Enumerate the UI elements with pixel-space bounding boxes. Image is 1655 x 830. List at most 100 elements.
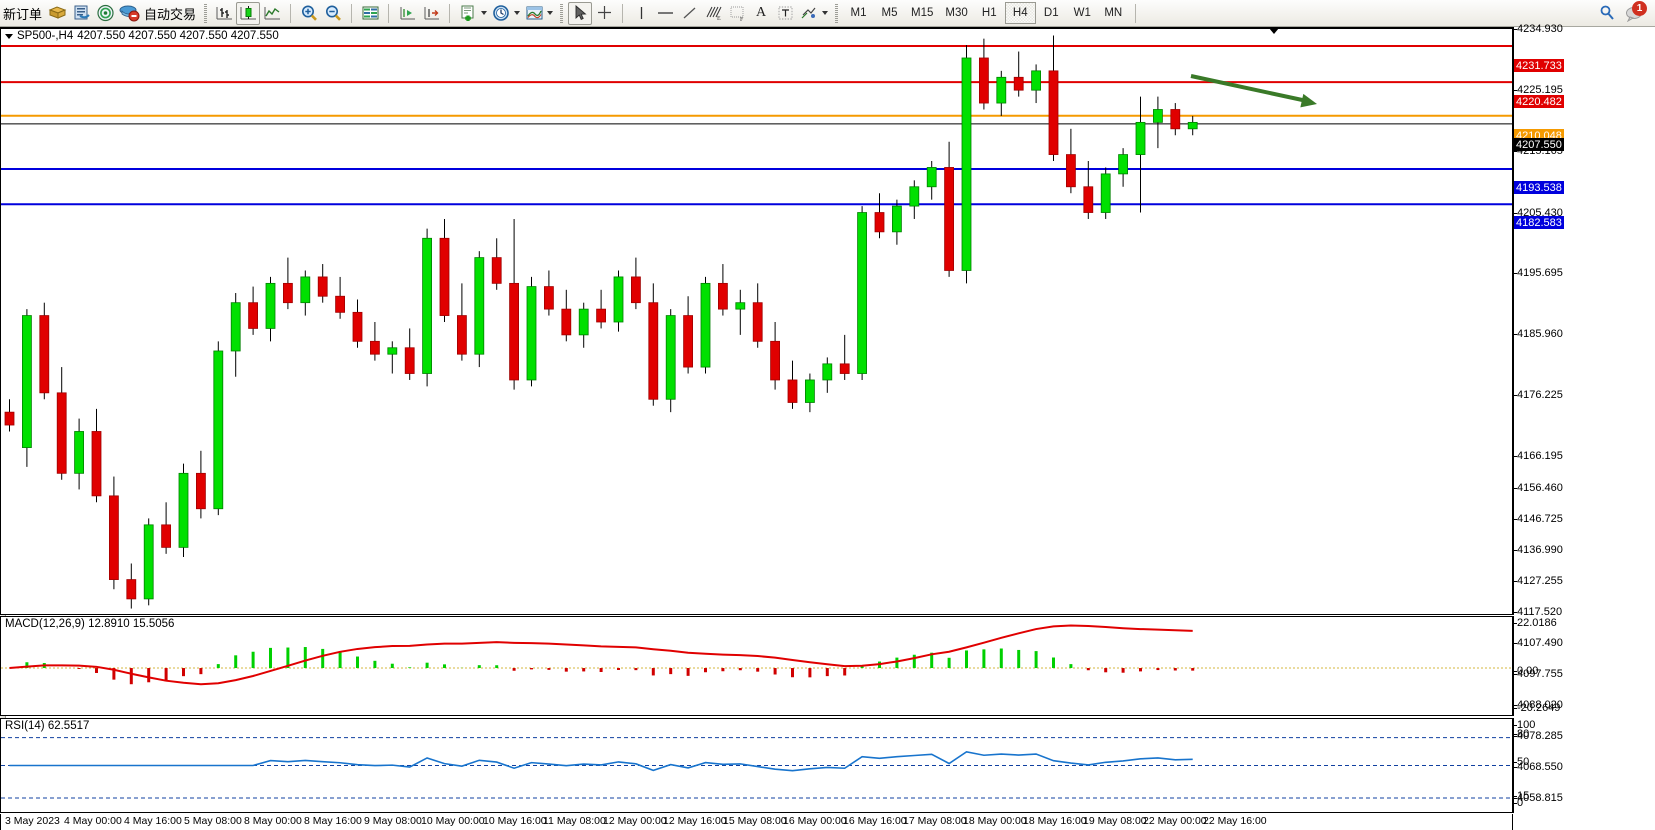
zoom-out-icon[interactable] [321, 2, 345, 25]
time-axis-label: 11 May 08:00 [543, 815, 606, 827]
market-watch-icon[interactable] [69, 2, 93, 25]
time-axis-label: 3 May 2023 [5, 815, 60, 827]
data-window-icon[interactable] [358, 2, 382, 25]
support-line-2-tag[interactable]: 4182.583 [1514, 216, 1564, 229]
chart-container: SP500-,H4 4207.550 4207.550 4207.550 420… [0, 23, 1655, 830]
time-axis-label: 18 May 16:00 [1023, 815, 1087, 827]
chat-bubble-icon[interactable]: 1 [1623, 0, 1647, 25]
rsi-pane[interactable]: RSI(14) 62.5517 [0, 718, 1513, 813]
chevron-down-icon[interactable] [5, 33, 13, 39]
timeframe-m5[interactable]: M5 [881, 7, 898, 19]
cursor-icon[interactable] [568, 1, 593, 25]
toolbar-separator [558, 3, 565, 24]
fibonacci-icon[interactable]: E [701, 2, 725, 25]
charts-book-icon[interactable] [45, 2, 69, 25]
chart-position-marker [1269, 29, 1279, 34]
timeframe-group: M1 M5 M15 M30 H1 H4 D1 W1 MN [843, 2, 1129, 24]
rsi-axis-tick: 80 [1513, 728, 1530, 740]
chart-ohlc-label: 4207.550 4207.550 4207.550 4207.550 [77, 30, 279, 42]
price-axis-tick: 4225.195 [1514, 84, 1563, 96]
main-toolbar: 新订单 自动交易 [0, 0, 1655, 27]
timeframe-m15[interactable]: M15 [911, 7, 934, 19]
time-axis-label: 10 May 00:00 [421, 815, 485, 827]
timeframe-d1[interactable]: D1 [1043, 7, 1059, 19]
price-axis-tick: 4088.020 [1514, 699, 1563, 711]
price-axis[interactable]: 4234.930 4225.195 4215.165 4205.430 4195.695… [1513, 23, 1655, 804]
add-indicator-dropdown-arrow[interactable] [481, 11, 488, 15]
candlestick-chart-icon[interactable] [236, 1, 261, 25]
rsi-axis-tick: 100 [1513, 719, 1536, 731]
objects-dropdown-arrow[interactable] [822, 11, 829, 15]
signals-icon[interactable] [93, 2, 117, 25]
price-axis-tick: 4136.990 [1514, 544, 1563, 556]
objects-icon[interactable] [797, 2, 821, 25]
price-axis-tick: 4185.960 [1514, 328, 1563, 340]
current-price-tag-tag[interactable]: 4207.550 [1514, 138, 1564, 151]
price-chart-canvas [1, 35, 1512, 609]
rsi-axis-tick: 15 [1513, 790, 1530, 802]
toolbar-separator [348, 3, 355, 24]
price-axis-tick: 4166.195 [1514, 450, 1563, 462]
period-dropdown-arrow[interactable] [514, 11, 521, 15]
time-axis-label: 17 May 08:00 [903, 815, 967, 827]
time-axis-label: 19 May 08:00 [1083, 815, 1147, 827]
timeframe-w1[interactable]: W1 [1073, 7, 1091, 19]
support-line-1-tag[interactable]: 4193.538 [1514, 181, 1564, 194]
time-axis-label: 12 May 00:00 [603, 815, 667, 827]
toolbar-separator [1132, 3, 1139, 24]
price-axis-tick: 4107.490 [1514, 637, 1563, 649]
chart-shift-icon[interactable] [395, 2, 419, 25]
time-axis-label: 22 May 00:00 [1143, 815, 1207, 827]
templates-icon[interactable] [522, 2, 546, 25]
timeframe-mn[interactable]: MN [1104, 7, 1123, 19]
price-axis-tick: 4117.520 [1513, 606, 1563, 618]
crosshair-icon[interactable] [592, 2, 616, 25]
rsi-axis-tick: 50 [1513, 756, 1530, 768]
time-axis-label: 9 May 08:00 [364, 815, 422, 827]
macd-axis-tick: 22.0186 [1514, 617, 1557, 629]
toolbar-separator [833, 3, 840, 24]
timeframe-m30[interactable]: M30 [945, 7, 968, 19]
trend-arrow-annotation [1190, 74, 1317, 108]
time-axis-label: 8 May 16:00 [304, 815, 362, 827]
bar-chart-icon[interactable] [212, 2, 236, 25]
macd-pane[interactable]: MACD(12,26,9) 12.8910 15.5056 [0, 616, 1513, 716]
price-axis-tick: 4078.285 [1514, 730, 1563, 742]
resistance-line-1-tag[interactable]: 4231.733 [1514, 59, 1564, 72]
channel-icon[interactable]: F [725, 2, 749, 25]
time-axis-label: 4 May 16:00 [124, 815, 182, 827]
line-chart-icon[interactable] [260, 2, 284, 25]
macd-axis: 22.0186 0.00 -20.2649 [1513, 616, 1655, 716]
new-order-button[interactable]: 新订单 [0, 1, 45, 25]
period-clock-icon[interactable] [489, 2, 513, 25]
rsi-canvas [1, 737, 1512, 799]
macd-axis-tick: -20.2649 [1513, 702, 1561, 714]
auto-scroll-icon[interactable] [419, 2, 443, 25]
time-axis-label: 16 May 00:00 [783, 815, 847, 827]
trendline-icon[interactable] [677, 2, 701, 25]
templates-dropdown-arrow[interactable] [547, 11, 554, 15]
search-icon[interactable] [1595, 2, 1619, 25]
timeframe-h1[interactable]: H1 [981, 7, 997, 19]
zoom-in-icon[interactable] [297, 2, 321, 25]
price-axis-tick: 4156.460 [1514, 482, 1563, 494]
time-axis: 3 May 2023 4 May 00:00 4 May 16:00 5 May 08… [0, 814, 1513, 830]
price-axis-tick: 4127.255 [1514, 575, 1563, 587]
time-axis-label: 8 May 00:00 [244, 815, 302, 827]
resistance-line-2-tag[interactable]: 4220.482 [1514, 95, 1564, 108]
toolbar-separator [619, 3, 626, 24]
text-icon[interactable]: A [749, 2, 773, 25]
price-chart-pane[interactable]: SP500-,H4 4207.550 4207.550 4207.550 420… [0, 27, 1513, 615]
vertical-line-icon[interactable] [629, 2, 653, 25]
add-indicator-icon[interactable] [456, 2, 480, 25]
timeframe-h4[interactable]: H4 [1004, 2, 1036, 24]
timeframe-m1[interactable]: M1 [850, 7, 867, 19]
horizontal-line-icon[interactable] [653, 2, 677, 25]
price-axis-tick: 4058.815 [1514, 792, 1563, 804]
chart-symbol-label: SP500-,H4 [17, 30, 74, 42]
auto-trading-button[interactable]: 自动交易 [141, 1, 199, 25]
price-axis-tick: 4097.755 [1514, 668, 1563, 680]
auto-trading-icon[interactable] [117, 2, 141, 25]
new-order-label: 新订单 [3, 7, 43, 23]
text-label-icon[interactable] [773, 2, 797, 25]
